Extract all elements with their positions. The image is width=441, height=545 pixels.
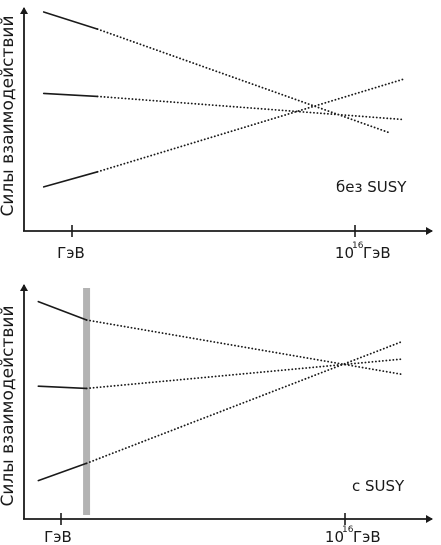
x-tick-label-1e16-exp: 16 xyxy=(352,241,364,251)
series-line-solid-4 xyxy=(37,462,88,482)
series-line-solid-4 xyxy=(42,171,99,188)
highlight-band xyxy=(83,288,91,515)
x-tick-label-1e16-unit: ГэВ xyxy=(363,244,391,262)
series-line-dotted-3 xyxy=(96,95,405,121)
series-line-solid-2 xyxy=(37,385,88,390)
chart-annotation: с SUSY xyxy=(352,477,405,495)
x-tick-label-gev: ГэВ xyxy=(44,528,72,545)
series-line-dotted-1 xyxy=(96,28,390,134)
series-line-dotted-1 xyxy=(85,319,403,376)
series-line-dotted-3 xyxy=(85,358,403,390)
y-axis-label: Силы взаимодействий xyxy=(0,306,18,507)
series-line-solid-2 xyxy=(42,92,99,98)
chart-annotation: без SUSY xyxy=(336,178,407,196)
series-line-dotted-5 xyxy=(96,78,405,173)
x-tick-label-1e16-base: 10 xyxy=(325,528,344,545)
x-tick-label-1e16-base: 10 xyxy=(335,244,354,262)
x-tick-label-gev: ГэВ xyxy=(57,244,85,262)
series-line-dotted-5 xyxy=(85,340,403,465)
series-line-solid-0 xyxy=(42,11,99,30)
x-tick-label-1e16-unit: ГэВ xyxy=(353,528,381,545)
chart-bottom: Силы взаимодействий ГэВ 10 16 ГэВ с SUSY xyxy=(0,284,433,545)
y-axis-label: Силы взаимодействий xyxy=(0,16,18,217)
series-layer xyxy=(37,300,403,482)
series-line-solid-0 xyxy=(37,300,88,321)
chart-top: Силы взаимодействий ГэВ 10 16 ГэВ без SU… xyxy=(0,7,433,262)
x-tick-label-1e16-exp: 16 xyxy=(342,525,354,535)
series-layer xyxy=(42,11,405,188)
